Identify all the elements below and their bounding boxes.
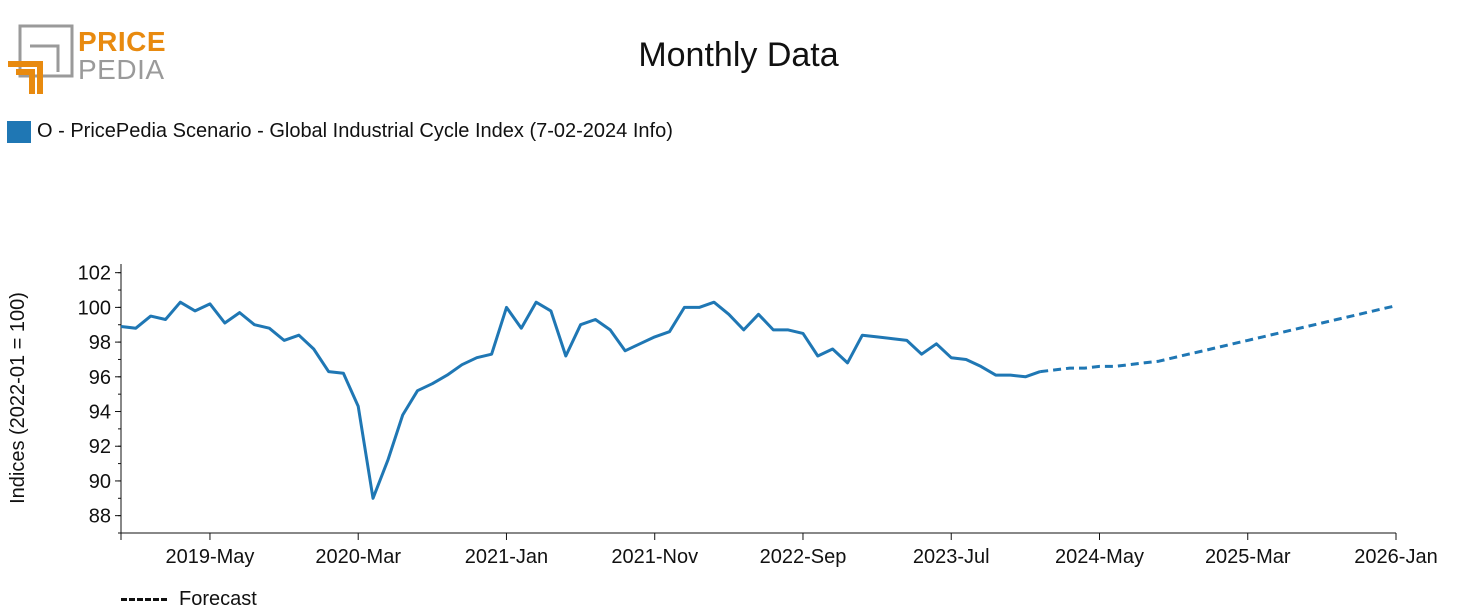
chart-axes: 88 90 92 94 96 98 100 102 2019-May 2020-Mar 2021-J…: [78, 263, 1438, 568]
x-tick-label: 2021-Nov: [611, 546, 698, 568]
y-axis-label: Indices (2022-01 = 100): [7, 292, 29, 504]
x-tick-label: 2026-Jan: [1354, 546, 1437, 568]
logo-mark-icon: [8, 24, 74, 94]
series-line: [120, 300, 1041, 500]
x-tick-label: 2023-Jul: [913, 546, 990, 568]
forecast-legend-label: Forecast: [179, 588, 257, 610]
chart-title: Monthly Data: [638, 36, 839, 74]
x-tick-label: 2019-May: [165, 546, 254, 568]
forecast-legend: Forecast: [121, 588, 257, 611]
legend-swatch: [7, 120, 31, 143]
forecast-dash-icon: [121, 598, 167, 601]
y-tick-label: 98: [89, 332, 111, 354]
y-tick-label: 94: [89, 402, 111, 424]
chart-legend[interactable]: O - PricePedia Scenario - Global Industr…: [7, 120, 673, 143]
y-tick-label: 100: [78, 297, 111, 319]
y-tick-label: 90: [89, 471, 111, 493]
x-tick-label: 2025-Mar: [1205, 546, 1291, 568]
legend-series-label: O - PricePedia Scenario - Global Industr…: [37, 120, 673, 142]
x-tick-label: 2021-Jan: [465, 546, 548, 568]
logo-text-pedia: PEDIA: [78, 54, 165, 85]
x-tick-label: 2024-May: [1055, 546, 1144, 568]
pricepedia-logo: PRICE PEDIA: [8, 24, 168, 94]
y-tick-label: 88: [89, 506, 111, 528]
y-tick-label: 92: [89, 436, 111, 458]
forecast-series-line: [1040, 304, 1397, 374]
logo-text-price: PRICE: [78, 26, 167, 57]
y-tick-label: 96: [89, 367, 111, 389]
chart-plot-area: [120, 300, 1397, 500]
y-tick-label: 102: [78, 263, 111, 285]
x-tick-label: 2020-Mar: [315, 546, 401, 568]
x-tick-label: 2022-Sep: [760, 546, 847, 568]
